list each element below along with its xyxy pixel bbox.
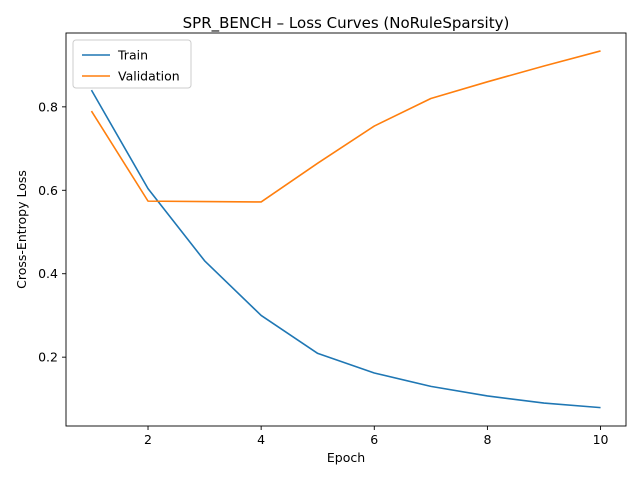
- y-tick-label: 0.2: [38, 350, 58, 365]
- plot-area: 2 4 6 8 10 0.2 0.4 0.6 0.8 Train Validation: [38, 32, 627, 447]
- x-tick-label: 6: [370, 432, 378, 447]
- axes-frame: [65, 32, 627, 427]
- y-axis-label: Cross-Entropy Loss: [14, 170, 29, 289]
- legend-label-train: Train: [117, 48, 148, 63]
- y-tick-label: 0.8: [38, 99, 58, 114]
- x-tick-label: 4: [257, 432, 265, 447]
- y-tick-label: 0.6: [38, 183, 58, 198]
- x-axis-label: Epoch: [327, 450, 365, 465]
- x-tick-label: 2: [144, 432, 152, 447]
- series-line-train: [90, 89, 601, 409]
- x-tick-label: 8: [483, 432, 491, 447]
- x-tick-label: 10: [593, 432, 609, 447]
- chart-title: SPR_BENCH – Loss Curves (NoRuleSparsity): [183, 14, 510, 33]
- y-tick-label: 0.4: [38, 266, 58, 281]
- series-line-validation: [90, 50, 601, 203]
- legend-label-validation: Validation: [118, 69, 180, 84]
